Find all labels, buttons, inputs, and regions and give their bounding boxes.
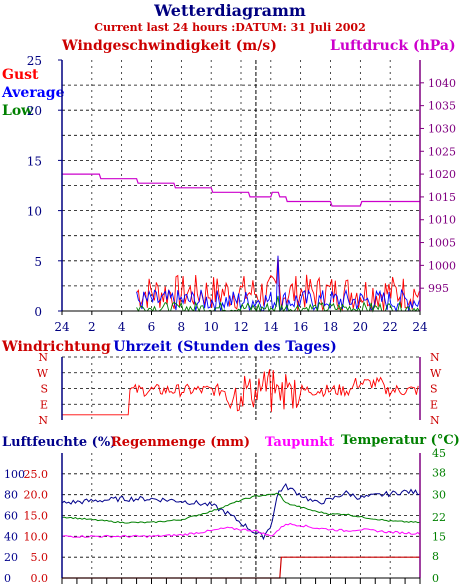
temperature-tick-label: 38 xyxy=(432,466,446,479)
hour-axis: 24 2 4 6 8 10 12 14 16 18 20 22 24 xyxy=(54,311,428,334)
pressure-tick-label: 1030 xyxy=(428,122,456,135)
humidity-tick-label: 0 xyxy=(4,572,11,585)
pressure-tick-label: 1040 xyxy=(428,77,456,90)
rain-tick-label: 5.0 xyxy=(31,551,49,564)
legend-gust: Gust xyxy=(2,67,39,83)
direction-tick-left: N xyxy=(38,414,48,427)
hour-tick-label: 4 xyxy=(118,320,126,334)
hour-tick-label: 10 xyxy=(204,320,219,334)
wind-tick-label: 0 xyxy=(34,305,42,319)
hour-tick-label: 20 xyxy=(353,320,368,334)
hour-tick-label: 24 xyxy=(412,320,428,334)
humidity-tick-label: 40 xyxy=(4,530,18,543)
hour-tick-label: 18 xyxy=(323,320,338,334)
hour-tick-label: 16 xyxy=(293,320,308,334)
pressure-tick-label: 1000 xyxy=(428,259,456,272)
hour-tick-label: 8 xyxy=(178,320,186,334)
direction-tick-right: N xyxy=(430,351,440,364)
hour-tick-label: 24 xyxy=(54,320,70,334)
rain-tick-label: 20.0 xyxy=(24,489,49,502)
direction-tick-left: W xyxy=(37,367,49,380)
taupunkt-label: Taupunkt xyxy=(265,435,334,450)
windrichtung-line xyxy=(62,369,419,416)
rain-tick-label: 0.0 xyxy=(31,572,49,585)
pressure-tick-label: 995 xyxy=(428,282,449,295)
direction-tick-right: E xyxy=(430,398,438,411)
pressure-tick-label: 1035 xyxy=(428,100,456,113)
temperatur-label: Temperatur (°C) xyxy=(341,433,460,448)
hour-tick-label: 22 xyxy=(383,320,398,334)
humidity-panel: 0 20 40 60 80 100 0.0 5.0 10.0 15.0 20.0 25.0 0 8 15 22… xyxy=(4,447,446,585)
temperature-tick-label: 30 xyxy=(432,489,446,502)
humidity-label: Luftfeuchte (%) xyxy=(2,435,116,450)
temperature-tick-label: 45 xyxy=(432,447,446,460)
temperature-tick-label: 22 xyxy=(432,511,446,524)
wind-tick-label: 15 xyxy=(27,154,42,168)
windrichtung-label: Windrichtung xyxy=(1,339,111,355)
wind-tick-label: 5 xyxy=(34,255,42,269)
pressure-tick-label: 1005 xyxy=(428,237,456,250)
direction-tick-left: N xyxy=(38,351,48,364)
chart-subtitle: Current last 24 hours :DATUM: 31 Juli 20… xyxy=(94,21,365,34)
rain-tick-label: 15.0 xyxy=(24,510,49,523)
hour-axis-title: Uhrzeit (Stunden des Tages) xyxy=(113,339,336,355)
hour-tick-label: 12 xyxy=(233,320,248,334)
luftdruck-line xyxy=(62,173,420,207)
pressure-tick-label: 1025 xyxy=(428,145,456,158)
pressure-tick-label: 1015 xyxy=(428,191,456,204)
direction-panel: N NW WS SE EN N xyxy=(37,351,442,427)
temperature-tick-label: 0 xyxy=(432,572,439,585)
humidity-tick-label: 20 xyxy=(4,551,18,564)
temperature-tick-label: 15 xyxy=(432,530,446,543)
pressure-axis-label: Luftdruck (hPa) xyxy=(330,38,456,54)
humidity-tick-label: 80 xyxy=(4,489,18,502)
hour-tick-label: 2 xyxy=(88,320,96,334)
pressure-tick-label: 1010 xyxy=(428,214,456,227)
wind-tick-label: 25 xyxy=(27,54,42,68)
direction-tick-left: E xyxy=(40,398,48,411)
luftfeuchte-line xyxy=(61,482,421,541)
chart-title: Wetterdiagramm xyxy=(153,1,306,20)
taupunkt-line xyxy=(61,522,421,539)
wind-axis-label: Windgeschwindigkeit (m/s) xyxy=(61,38,277,54)
temperatur-line xyxy=(61,492,421,524)
temperature-tick-label: 8 xyxy=(432,550,439,563)
rain-tick-label: 25.0 xyxy=(24,468,49,481)
wind-tick-label: 10 xyxy=(27,205,42,219)
rain-label: Regenmenge (mm) xyxy=(111,435,250,450)
humidity-tick-label: 100 xyxy=(4,468,25,481)
direction-tick-right: W xyxy=(430,367,442,380)
wind-panel: 0510152025995100010051010101510201025103… xyxy=(27,54,456,319)
hour-tick-label: 14 xyxy=(263,320,279,334)
hour-tick-label: 6 xyxy=(148,320,156,334)
direction-tick-right: N xyxy=(430,414,440,427)
pressure-tick-label: 1020 xyxy=(428,168,456,181)
humidity-tick-label: 60 xyxy=(4,510,18,523)
legend-average: Average xyxy=(1,85,65,101)
direction-tick-right: S xyxy=(430,383,438,396)
wind-tick-label: 20 xyxy=(27,104,42,118)
rain-tick-label: 10.0 xyxy=(24,530,49,543)
direction-tick-left: S xyxy=(40,383,48,396)
legend-low: Low xyxy=(2,103,34,119)
